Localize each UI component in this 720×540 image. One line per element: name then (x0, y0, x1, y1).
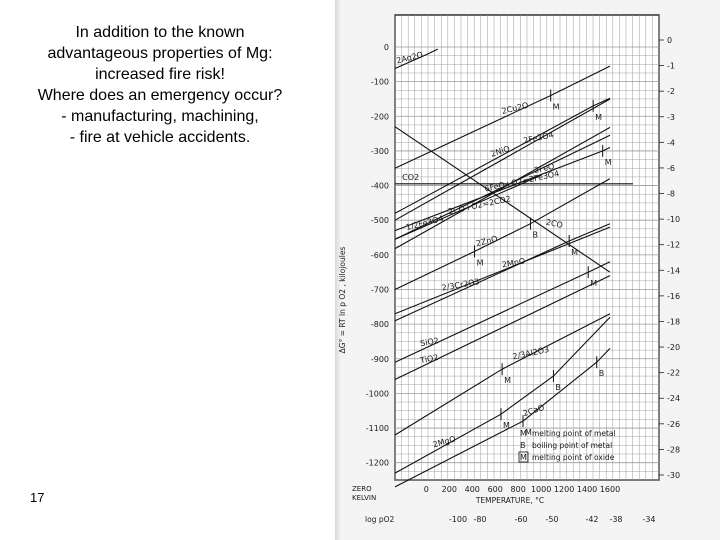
right-scale-label: -14 (667, 266, 680, 275)
marker-label: M (590, 279, 597, 288)
x-tick-label: 1400 (577, 485, 597, 494)
text-line: Where does an emergency occur? (37, 87, 283, 104)
marker-label: M (553, 102, 560, 111)
series-line (394, 316, 611, 474)
y-tick-label: -500 (371, 216, 389, 225)
x-tick-label-kelvin: KELVIN (352, 494, 376, 502)
right-scale-label: 0 (667, 36, 672, 45)
right-scale-label: -28 (667, 445, 680, 454)
right-scale-label: -22 (667, 369, 680, 378)
series-label: 2MnO (501, 257, 526, 270)
right-scale-label: -4 (667, 138, 675, 147)
y-tick-label: -200 (371, 112, 389, 121)
legend-symbol: M (520, 429, 527, 438)
text-line: In addition to the known (75, 24, 245, 41)
marker-label: M (477, 258, 484, 267)
text-line: - fire at vehicle accidents. (69, 129, 251, 146)
y-axis-label: ΔG° = RT ln p O2 , kilojoules (338, 247, 347, 354)
bottom-scale-tick: -50 (545, 515, 558, 524)
series-line (394, 226, 611, 315)
right-scale-label: -2 (667, 87, 675, 96)
bottom-scale-tick: -34 (642, 515, 655, 524)
series-label: CO2 (402, 173, 419, 182)
y-tick-label: 0 (384, 43, 389, 52)
bottom-scale-label: log pO2 (365, 515, 394, 524)
legend-text: melting point of oxide (532, 453, 615, 462)
y-tick-label: -400 (371, 182, 389, 191)
right-scale-label: -18 (667, 317, 680, 326)
series-line (394, 348, 611, 488)
x-axis-label: TEMPERATURE, °C (475, 496, 544, 505)
series-line (394, 48, 439, 70)
y-tick-label: -900 (371, 355, 389, 364)
right-scale-label: -3 (667, 113, 675, 122)
marker-label: M (571, 248, 578, 257)
x-tick-label: 200 (442, 485, 457, 494)
x-tick-label-zero: ZERO (352, 485, 372, 493)
y-tick-label: -1100 (366, 424, 389, 433)
bottom-scale-tick: -42 (585, 515, 598, 524)
right-scale-label: -16 (667, 292, 680, 301)
series-line (394, 174, 542, 240)
y-tick-label: -800 (371, 320, 389, 329)
y-tick-label: -1000 (366, 389, 389, 398)
x-tick-label: 400 (465, 485, 480, 494)
y-tick-label: -300 (371, 147, 389, 156)
right-scale-label: -1 (667, 62, 675, 71)
y-tick-label: -1200 (366, 459, 389, 468)
legend-symbol: M (520, 453, 527, 462)
slide-number: 17 (30, 490, 45, 505)
series-label: 2CO (545, 218, 563, 230)
marker-label: B (555, 383, 561, 392)
marker-label: B (599, 369, 605, 378)
marker-label: B (532, 231, 538, 240)
marker-label: M (525, 428, 532, 437)
marker-label: M (595, 113, 602, 122)
right-scale-label: -24 (667, 394, 680, 403)
legend-text: boiling point of metal (532, 441, 612, 450)
text-line: advantageous properties of Mg: (47, 45, 273, 62)
series-line (394, 275, 611, 380)
right-scale-label: -30 (667, 471, 680, 480)
x-tick-label: 800 (511, 485, 526, 494)
right-scale-label: -8 (667, 190, 675, 199)
right-scale-label: -12 (667, 241, 680, 250)
x-tick-label: 1000 (531, 485, 551, 494)
x-tick-label: 600 (488, 485, 503, 494)
right-scale-label: -20 (667, 343, 680, 352)
series-line (394, 126, 611, 273)
text-line: - manufacturing, machining, (61, 108, 259, 125)
legend-text: melting point of metal (532, 429, 616, 438)
bottom-scale-tick: -60 (514, 515, 527, 524)
series-label: TiO2 (419, 353, 440, 365)
x-tick-label: 1200 (554, 485, 574, 494)
bottom-scale-tick: -80 (473, 515, 486, 524)
y-tick-label: -700 (371, 285, 389, 294)
bottom-scale-tick: -38 (609, 515, 622, 524)
marker-label: M (503, 421, 510, 430)
series-line (394, 126, 611, 250)
legend-symbol: B (520, 441, 526, 450)
series-line (394, 98, 611, 221)
marker-label: M (605, 158, 612, 167)
right-scale-label: -26 (667, 420, 680, 429)
series-label: SiO2 (420, 336, 440, 348)
right-scale-label: -10 (667, 215, 680, 224)
marker-label: M (504, 376, 511, 385)
right-scale-label: -6 (667, 164, 675, 173)
text-line: increased fire risk! (95, 66, 225, 83)
bottom-scale-tick: -100 (449, 515, 467, 524)
series-label: 2FeO (533, 162, 555, 175)
slide-text: In addition to the known advantageous pr… (10, 22, 310, 148)
x-tick-label: 0 (424, 485, 429, 494)
legend-box (518, 451, 529, 463)
y-tick-label: -600 (371, 251, 389, 260)
series-line (394, 134, 611, 240)
series-line (394, 178, 611, 290)
y-tick-label: -100 (371, 78, 389, 87)
x-tick-label: 1600 (600, 485, 620, 494)
